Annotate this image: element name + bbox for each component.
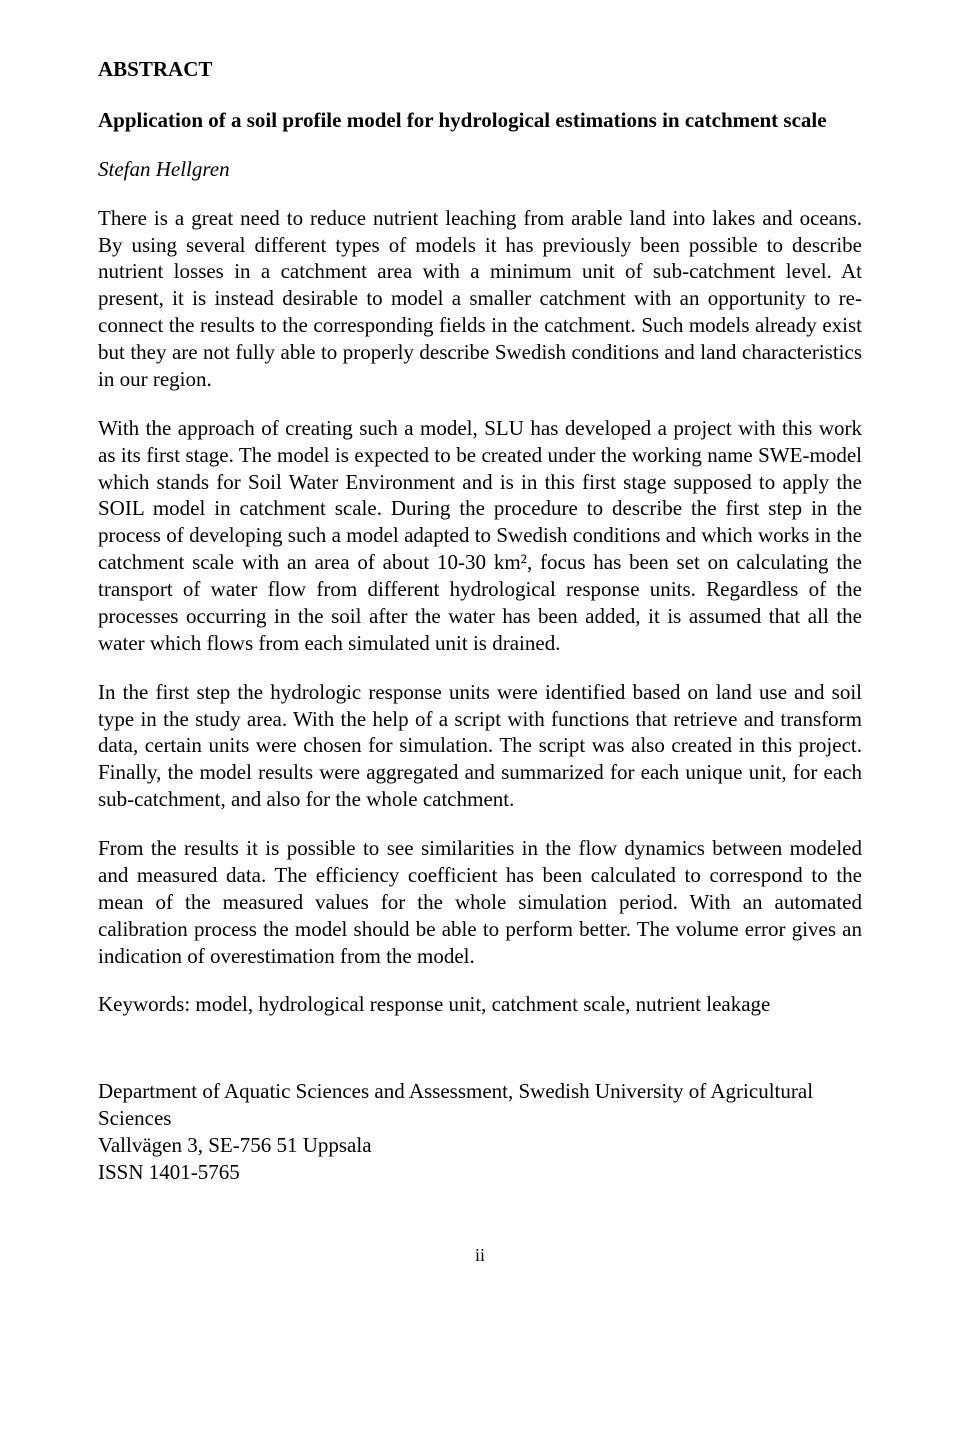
- page-number: ii: [98, 1244, 862, 1267]
- abstract-paragraph-3: In the first step the hydrologic respons…: [98, 679, 862, 813]
- abstract-paragraph-4: From the results it is possible to see s…: [98, 835, 862, 969]
- section-heading: ABSTRACT: [98, 56, 862, 83]
- department-line: Department of Aquatic Sciences and Asses…: [98, 1078, 862, 1132]
- abstract-paragraph-2: With the approach of creating such a mod…: [98, 415, 862, 657]
- abstract-paragraph-1: There is a great need to reduce nutrient…: [98, 205, 862, 393]
- address-line: Vallvägen 3, SE-756 51 Uppsala: [98, 1132, 862, 1159]
- keywords-line: Keywords: model, hydrological response u…: [98, 991, 862, 1018]
- paper-subtitle: Application of a soil profile model for …: [98, 107, 862, 134]
- author-name: Stefan Hellgren: [98, 156, 862, 183]
- issn-line: ISSN 1401-5765: [98, 1159, 862, 1186]
